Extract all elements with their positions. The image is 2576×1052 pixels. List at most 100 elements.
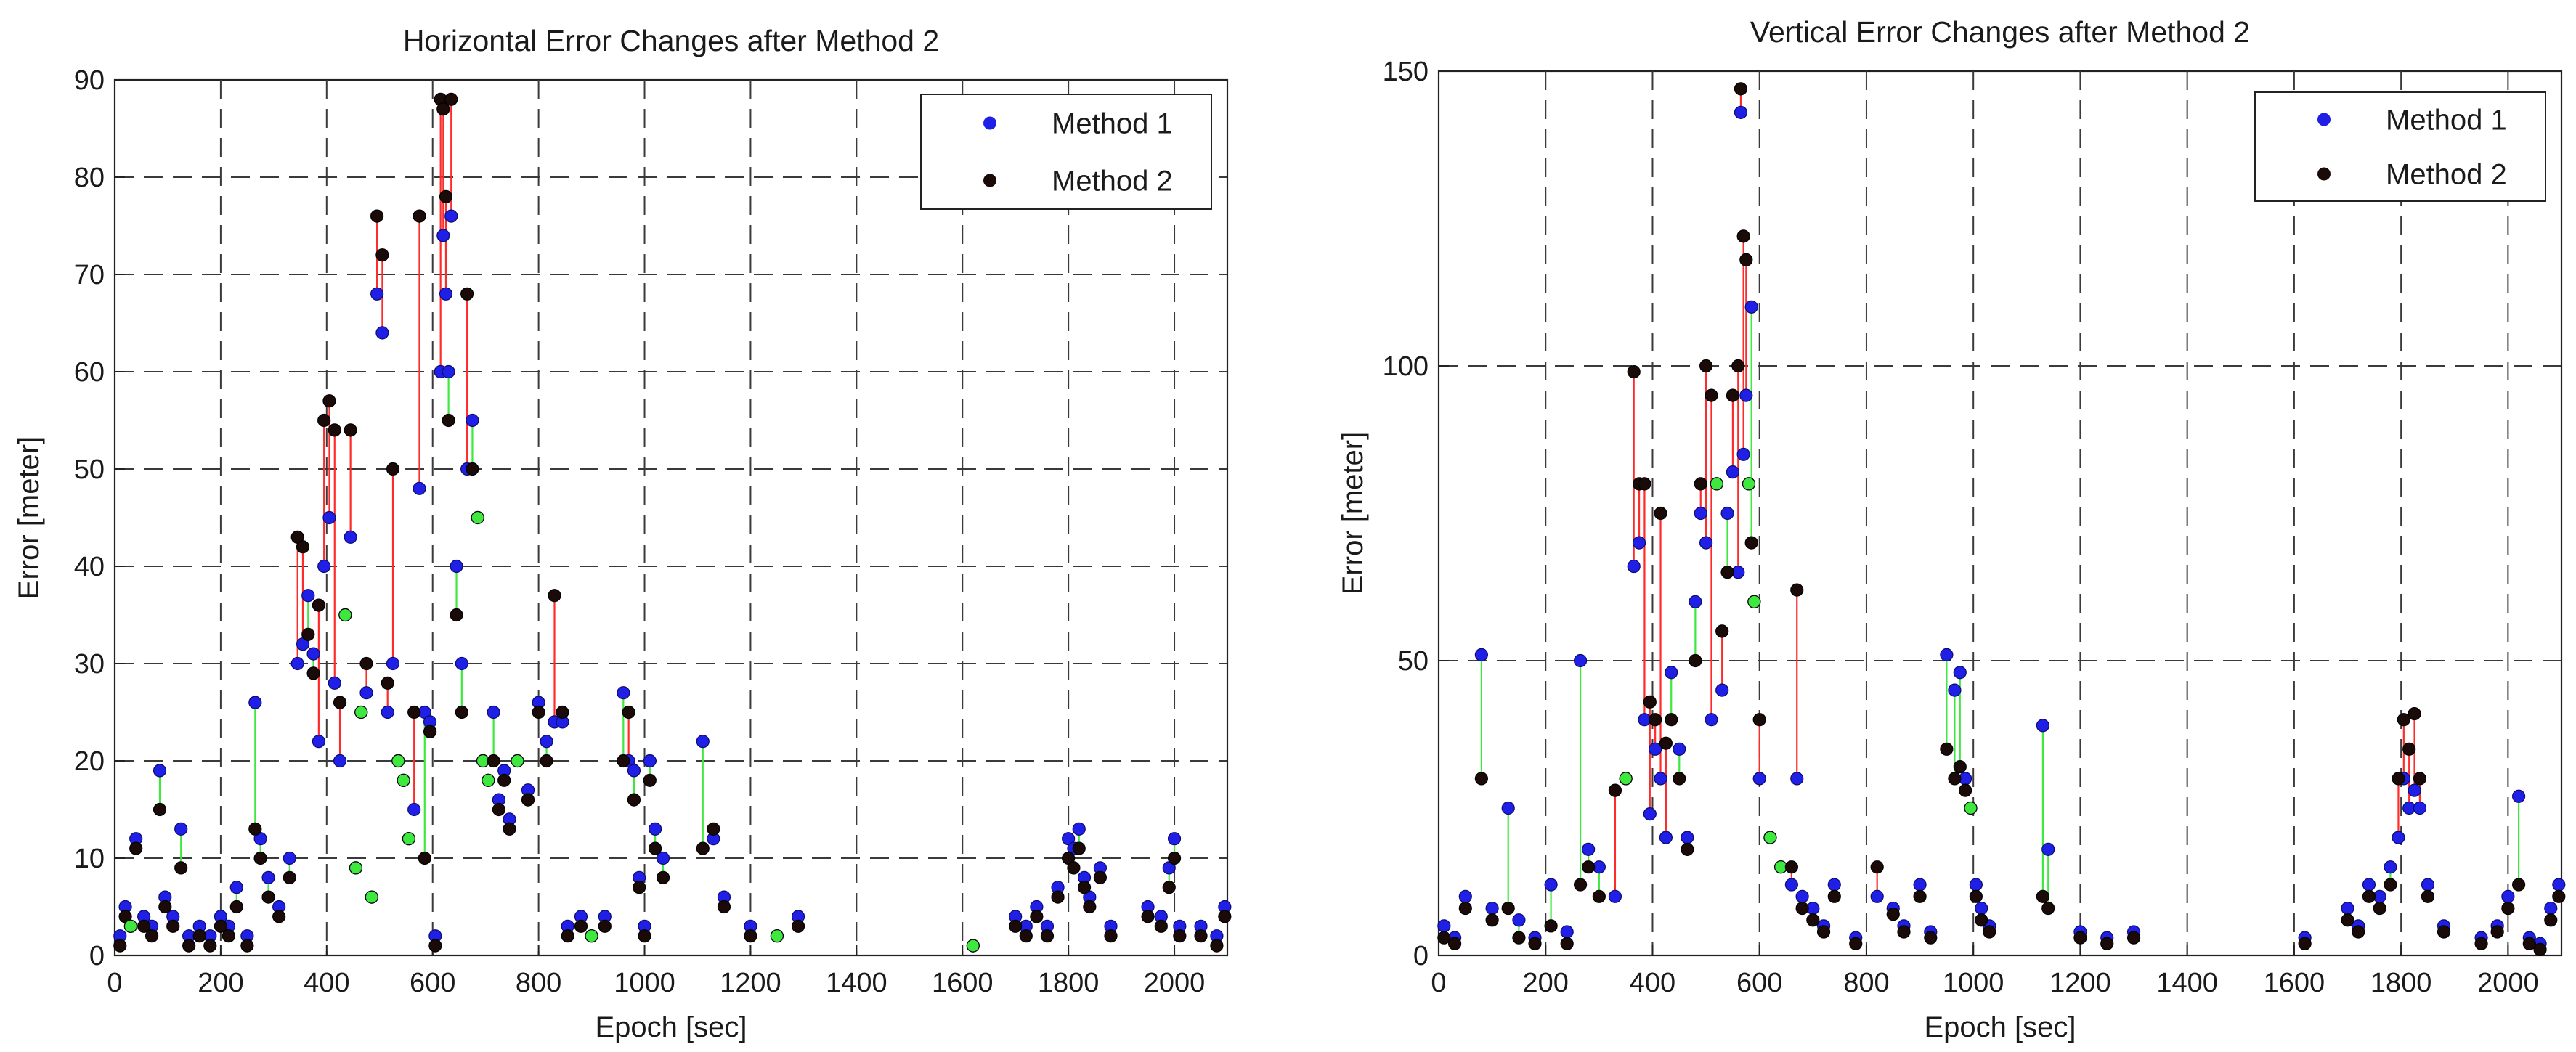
method-2-point [2362,889,2376,903]
method-1-point [1969,878,1983,892]
method-2-point [272,910,286,923]
method-1-point [540,735,553,749]
method-1-point [1573,653,1588,668]
method-2-point [966,939,980,953]
method-1-point [1784,878,1798,892]
method-2-point [1959,783,1972,797]
method-2-point [1731,359,1745,373]
y-tick-label: 40 [74,552,105,582]
method-2-point [622,705,635,719]
method-2-point [391,754,405,768]
y-tick-label: 20 [74,746,105,777]
method-1-point [1632,536,1646,550]
y-tick-label: 100 [1383,351,1429,382]
method-2-point [1104,929,1118,943]
method-2-point [482,773,495,787]
method-2-point [1592,889,1606,903]
method-1-point [439,287,453,301]
method-2-point [1705,388,1718,402]
legend-marker-method-2 [983,174,996,187]
method-2-point [1726,388,1740,402]
method-1-point [290,656,304,671]
method-1-point [1953,666,1967,680]
method-2-point [1560,937,1574,950]
method-2-point [1167,851,1182,865]
method-1-point [2041,842,2055,856]
x-tick-label: 1600 [932,968,994,998]
method-2-point [1742,477,1756,491]
data-marks [113,92,1232,953]
method-1-point [1790,772,1804,786]
method-2-point [375,248,389,262]
x-tick-label: 600 [1736,968,1782,998]
method-2-point [203,939,217,953]
method-1-point [2362,878,2376,892]
method-1-point [1739,388,1753,402]
method-2-point [261,890,275,904]
method-1-point [2384,860,2397,874]
method-2-point [1573,878,1588,892]
method-2-point [2392,772,2405,786]
x-tick-label: 1000 [614,968,675,998]
method-2-point [2522,937,2536,950]
method-2-point [2100,937,2114,950]
method-1-point [656,851,670,865]
x-tick-label: 1800 [2370,968,2432,998]
x-axis-label: Epoch [sec] [595,1011,747,1043]
y-tick-label: 50 [74,454,105,485]
method-2-point [1643,695,1657,709]
method-2-point [2041,901,2055,916]
method-2-point [418,851,431,865]
method-2-point [354,705,368,719]
method-1-point [333,754,347,768]
method-2-point [113,939,127,953]
method-2-point [2373,901,2386,916]
y-tick-label: 70 [74,260,105,290]
method-2-point [338,608,352,622]
method-2-point [1051,890,1065,904]
method-2-point [1437,931,1451,945]
method-1-point [1705,713,1718,727]
legend-label-method-1: Method 1 [1052,108,1173,140]
method-2-point [2384,878,2397,892]
y-tick-label: 60 [74,357,105,388]
legend-box [920,94,1212,210]
method-2-point [381,676,394,690]
method-1-point [1744,300,1758,314]
method-1-point [1736,447,1750,461]
method-2-point [1654,506,1667,521]
method-2-point [174,861,188,875]
y-tick-label: 0 [1413,941,1429,971]
method-2-point [1720,566,1734,579]
method-2-point [574,919,588,933]
method-2-point [1072,841,1086,855]
method-2-point [1665,713,1678,727]
method-1-point [407,802,421,817]
method-1-point [1659,831,1673,844]
method-2-point [229,900,243,914]
method-2-point [397,773,410,787]
method-2-point [1763,831,1777,844]
method-1-point [386,656,400,671]
method-1-point [1665,666,1678,680]
method-1-point [1870,889,1884,903]
y-tick-label: 30 [74,649,105,680]
method-2-point [2397,713,2410,727]
ticks: 0 200 400 600 800 1000 1200 1400 1600 1800 2000 0 10… [74,65,1206,998]
legend-label-method-1: Method 1 [2386,105,2507,136]
method-1-point [455,656,468,671]
method-1-point [466,413,479,428]
x-tick-label: 1400 [826,968,887,998]
method-2-point [1040,929,1055,943]
method-1-point [1501,801,1515,815]
method-2-point [1975,913,1988,927]
method-2-point [428,939,442,953]
x-tick-label: 1600 [2264,968,2325,998]
method-2-point [1067,861,1081,875]
method-2-point [717,900,731,914]
method-2-point [791,919,805,933]
method-2-point [1485,913,1499,927]
method-2-point [214,919,228,933]
method-2-point [1009,919,1023,933]
method-2-point [556,705,569,719]
